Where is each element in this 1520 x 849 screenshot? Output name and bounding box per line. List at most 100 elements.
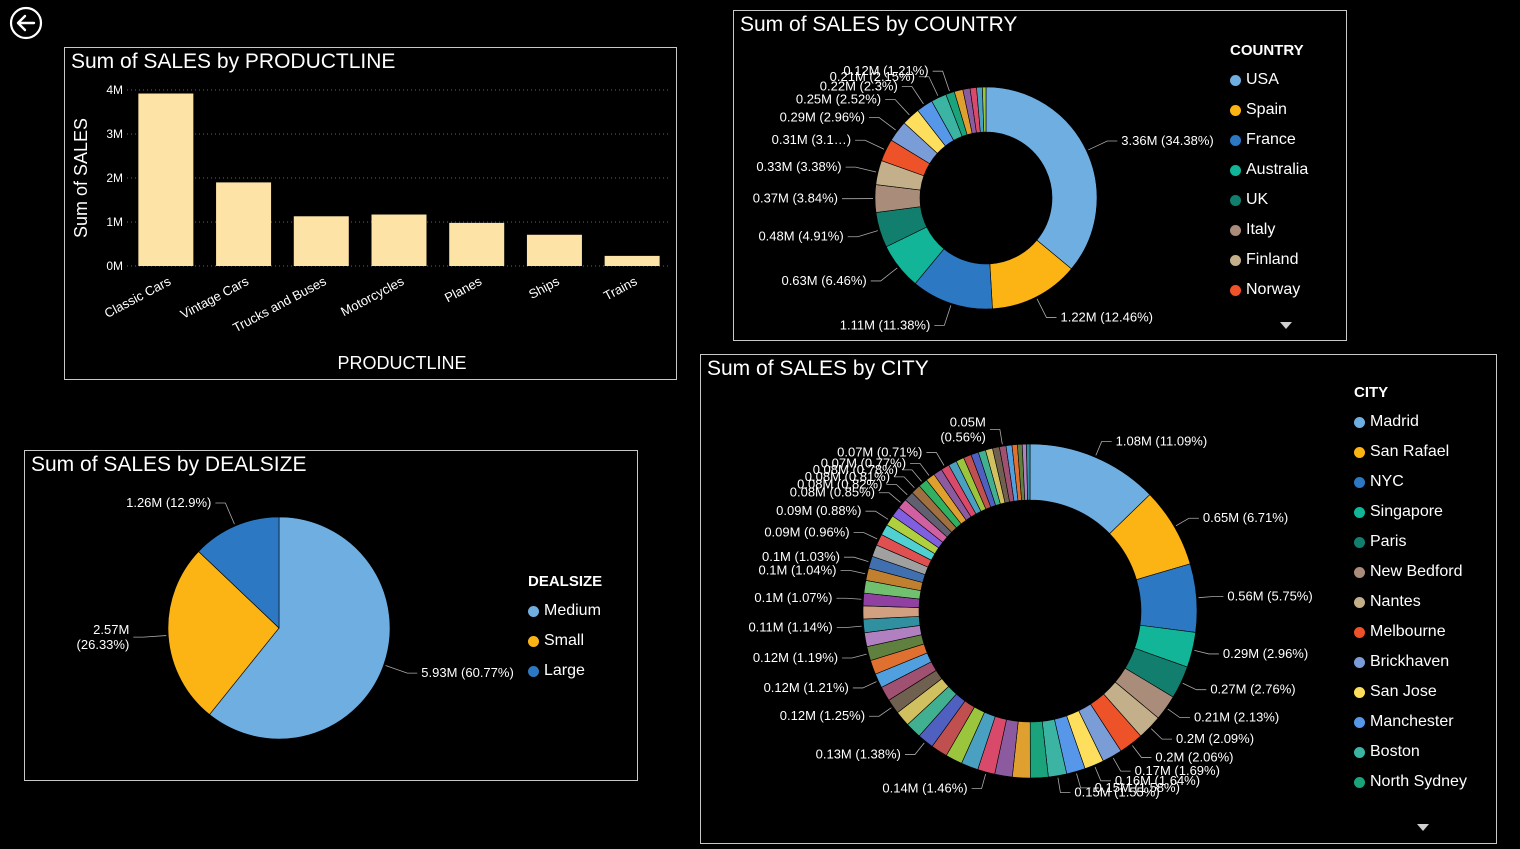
legend-item-italy[interactable]: Italy <box>1230 215 1308 245</box>
legend-item-finland[interactable]: Finland <box>1230 245 1308 275</box>
city-data-label: 0.15M (1.58%) <box>1095 780 1180 795</box>
dealsize-data-label: 1.26M (12.9%) <box>126 495 211 510</box>
legend-item-new-bedford[interactable]: New Bedford <box>1354 557 1467 587</box>
city-leader-line <box>989 429 1003 445</box>
productline-bar-chart-panel: Sum of SALES by PRODUCTLINE 0M 1M 2M 3M 4M Cl… <box>64 47 677 380</box>
legend-item-large[interactable]: Large <box>528 656 602 686</box>
country-data-label: 0.12M (1.21%) <box>843 63 928 78</box>
country-leader-line <box>934 305 952 326</box>
city-legend-scroll-down-icon[interactable] <box>1417 824 1429 831</box>
city-leader-line <box>1194 650 1219 655</box>
legend-dot-icon <box>528 605 539 617</box>
country-chart-title: Sum of SALES by COUNTRY <box>740 13 1018 36</box>
country-data-label: 1.11M (11.38%) <box>840 317 931 332</box>
city-leader-line <box>910 463 930 476</box>
country-leader-line <box>855 139 885 150</box>
legend-item-small[interactable]: Small <box>528 626 602 656</box>
city-data-label: 0.17M (1.69%) <box>1135 763 1220 778</box>
city-data-label: 0.16M (1.64%) <box>1115 773 1200 788</box>
legend-item-north-sydney[interactable]: North Sydney <box>1354 767 1467 797</box>
city-leader-line <box>852 681 877 689</box>
legend-item-manchester[interactable]: Manchester <box>1354 707 1467 737</box>
y-tick-label: 4M <box>106 83 123 97</box>
legend-label: San Jose <box>1370 683 1437 700</box>
legend-dot-icon <box>1354 686 1365 698</box>
legend-item-medium[interactable]: Medium <box>528 596 602 626</box>
city-data-label: 0.2M (2.06%) <box>1155 749 1233 764</box>
legend-dot-icon <box>1230 224 1241 236</box>
city-leader-line <box>836 597 862 600</box>
country-data-label: 0.21M (2.15%) <box>830 69 915 84</box>
country-leader-line <box>1088 140 1118 151</box>
legend-item-uk[interactable]: UK <box>1230 185 1308 215</box>
bar-ships <box>526 234 582 266</box>
country-leader-line <box>870 267 898 282</box>
city-data-label: 0.1M (1.04%) <box>758 562 836 577</box>
city-leader-line <box>865 510 889 520</box>
country-data-label: 0.37M (3.84%) <box>753 191 838 206</box>
country-donut-chart-panel: Sum of SALES by COUNTRY 3.36M (34.38%) 1.… <box>733 10 1347 341</box>
city-donut-chart-panel: Sum of SALES by CITY 1.08M (11.09%) 0.65M… <box>700 354 1497 844</box>
legend-dot-icon <box>1354 776 1365 788</box>
country-data-label: 1.22M (12.46%) <box>1060 310 1153 325</box>
city-leader-line <box>1175 517 1199 527</box>
city-data-label: 0.08M (0.85%) <box>790 485 875 500</box>
city-leader-line <box>842 653 867 659</box>
country-leader-line <box>1036 298 1057 318</box>
city-data-label: 1.08M (11.09%) <box>1116 434 1208 449</box>
city-data-label: 0.29M (2.96%) <box>1223 646 1308 661</box>
legend-item-nyc[interactable]: NYC <box>1354 467 1467 497</box>
city-data-label: 0.27M (2.76%) <box>1210 682 1295 697</box>
legend-item-usa[interactable]: USA <box>1230 65 1308 95</box>
legend-label: Small <box>544 632 585 649</box>
dealsize-chart-title: Sum of SALES by DEALSIZE <box>31 453 307 476</box>
country-slice-other-17 <box>982 86 987 133</box>
legend-item-spain[interactable]: Spain <box>1230 95 1308 125</box>
city-leader-line <box>1198 596 1224 599</box>
country-legend: COUNTRY USA Spain France Australia UK Italy Fi… <box>1230 42 1308 305</box>
city-leader-line <box>840 570 866 575</box>
legend-dot-icon <box>1354 566 1365 578</box>
x-tick-label: Vintage Cars <box>178 273 252 322</box>
legend-item-norway[interactable]: Norway <box>1230 275 1308 305</box>
bar-planes <box>449 222 505 266</box>
dealsize-legend: DEALSIZE Medium Small Large <box>528 573 602 686</box>
dealsize-pie-chart: 5.93M (60.77%) 2.57M(26.33%) 1.26M (12.9%) <box>77 495 514 740</box>
legend-label: UK <box>1246 191 1269 208</box>
city-data-label: 0.1M (1.07%) <box>754 590 832 605</box>
legend-item-san-rafael[interactable]: San Rafael <box>1354 437 1467 467</box>
legend-item-singapore[interactable]: Singapore <box>1354 497 1467 527</box>
back-arrow-icon[interactable] <box>9 6 43 40</box>
city-chart-title: Sum of SALES by CITY <box>707 357 929 380</box>
city-data-label: (0.56%) <box>940 429 986 444</box>
city-data-label: 0.13M (1.38%) <box>816 747 901 762</box>
legend-item-madrid[interactable]: Madrid <box>1354 407 1467 437</box>
dealsize-legend-title: DEALSIZE <box>528 573 603 590</box>
legend-dot-icon <box>1354 446 1365 458</box>
legend-item-france[interactable]: France <box>1230 125 1308 155</box>
country-leader-line <box>901 85 924 105</box>
legend-item-australia[interactable]: Australia <box>1230 155 1308 185</box>
country-legend-scroll-down-icon[interactable] <box>1280 322 1292 329</box>
legend-item-brickhaven[interactable]: Brickhaven <box>1354 647 1467 677</box>
city-data-label: 0.12M (1.25%) <box>780 708 865 723</box>
legend-label: Boston <box>1370 743 1420 760</box>
city-leader-line <box>886 484 908 496</box>
country-data-label: 0.29M (2.96%) <box>780 109 865 124</box>
legend-item-melbourne[interactable]: Melbourne <box>1354 617 1467 647</box>
legend-label: Australia <box>1246 161 1309 178</box>
country-slice-usa <box>985 86 1098 270</box>
x-tick-label: Motorcycles <box>338 273 407 319</box>
legend-item-nantes[interactable]: Nantes <box>1354 587 1467 617</box>
legend-dot-icon <box>1230 134 1241 146</box>
legend-item-boston[interactable]: Boston <box>1354 737 1467 767</box>
country-donut-chart: 3.36M (34.38%) 1.22M (12.46%) 1.11M (11.38… <box>753 63 1214 332</box>
legend-item-san-jose[interactable]: San Jose <box>1354 677 1467 707</box>
city-leader-line <box>1094 766 1111 782</box>
productline-chart-title: Sum of SALES by PRODUCTLINE <box>71 50 396 73</box>
city-data-label: 0.12M (1.19%) <box>753 650 838 665</box>
city-donut-chart: 1.08M (11.09%) 0.65M (6.71%) 0.56M (5.75%)… <box>748 414 1312 799</box>
city-data-label: 0.2M (2.09%) <box>1176 731 1254 746</box>
legend-item-paris[interactable]: Paris <box>1354 527 1467 557</box>
legend-dot-icon <box>1354 716 1365 728</box>
